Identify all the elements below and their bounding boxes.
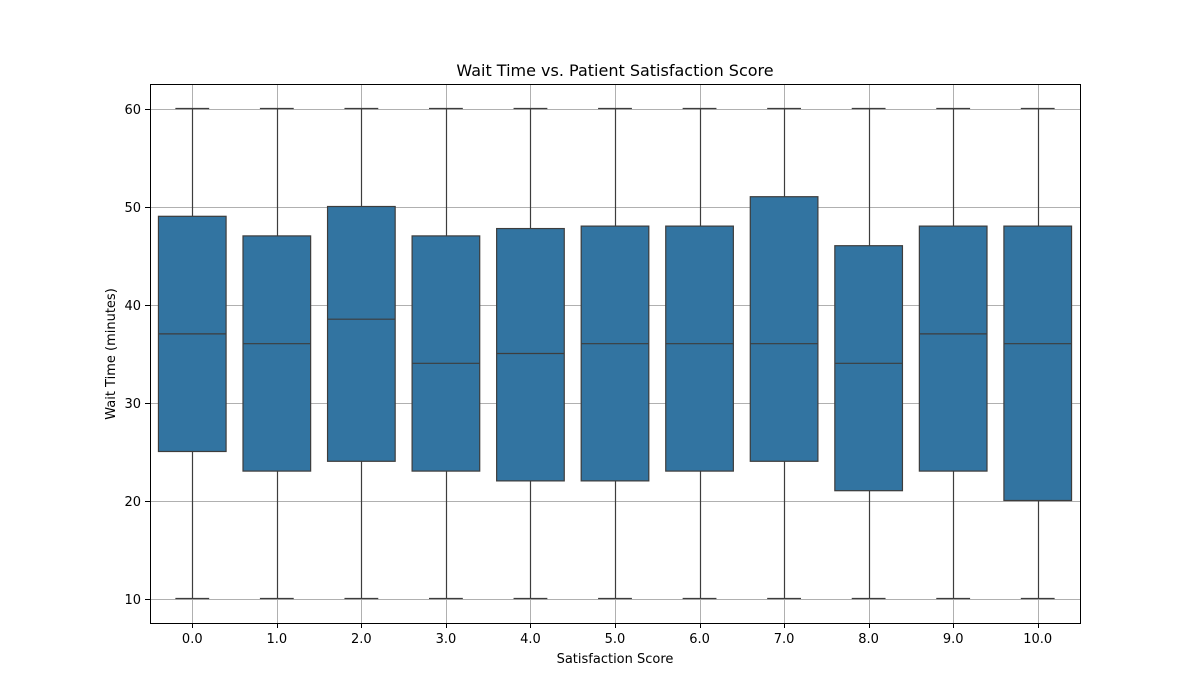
box-iqr — [580, 225, 650, 482]
box-iqr — [749, 196, 819, 462]
x-tick-label: 3.0 — [436, 632, 457, 647]
box-group — [496, 107, 565, 600]
y-tick-label: 20 — [124, 495, 141, 510]
box-group — [918, 107, 988, 600]
box-iqr — [496, 227, 565, 482]
box-iqr — [1003, 225, 1073, 502]
box-iqr — [834, 245, 904, 492]
box-group — [665, 107, 734, 600]
x-axis-label: Satisfaction Score — [557, 652, 674, 667]
box-group — [749, 107, 819, 600]
box-group — [834, 107, 904, 600]
x-tick-label: 9.0 — [943, 632, 964, 647]
y-tick-label: 60 — [124, 103, 141, 118]
box-group — [326, 107, 396, 600]
y-tick-label: 40 — [124, 299, 141, 314]
box-group — [242, 107, 312, 600]
box-iqr — [242, 235, 312, 472]
y-axis-label: Wait Time (minutes) — [104, 288, 119, 420]
x-tick-label: 10.0 — [1023, 632, 1052, 647]
x-tick-label: 5.0 — [605, 632, 626, 647]
box-iqr — [326, 205, 396, 462]
box-iqr — [411, 235, 481, 472]
box-iqr — [665, 225, 734, 472]
y-tick-label: 50 — [124, 201, 141, 216]
tick-layer: 10 20 30 40 50 60 0.0 1.0 2.0 3.0 4.0 5.0 6.0 7.0 8.0 9… — [124, 103, 1052, 647]
box-group — [157, 107, 227, 600]
x-tick-label: 0.0 — [182, 632, 203, 647]
x-tick-label: 2.0 — [351, 632, 372, 647]
box-group — [580, 107, 650, 600]
box-group — [1003, 107, 1073, 600]
x-tick-label: 6.0 — [689, 632, 710, 647]
box-layer — [157, 107, 1073, 600]
chart-title: Wait Time vs. Patient Satisfaction Score — [456, 61, 773, 80]
y-tick-label: 10 — [124, 593, 141, 608]
x-tick-label: 8.0 — [858, 632, 879, 647]
x-tick-label: 4.0 — [520, 632, 541, 647]
x-tick-label: 1.0 — [266, 632, 287, 647]
box-group — [411, 107, 481, 600]
y-tick-label: 30 — [124, 397, 141, 412]
box-iqr — [918, 225, 988, 472]
x-tick-label: 7.0 — [774, 632, 795, 647]
